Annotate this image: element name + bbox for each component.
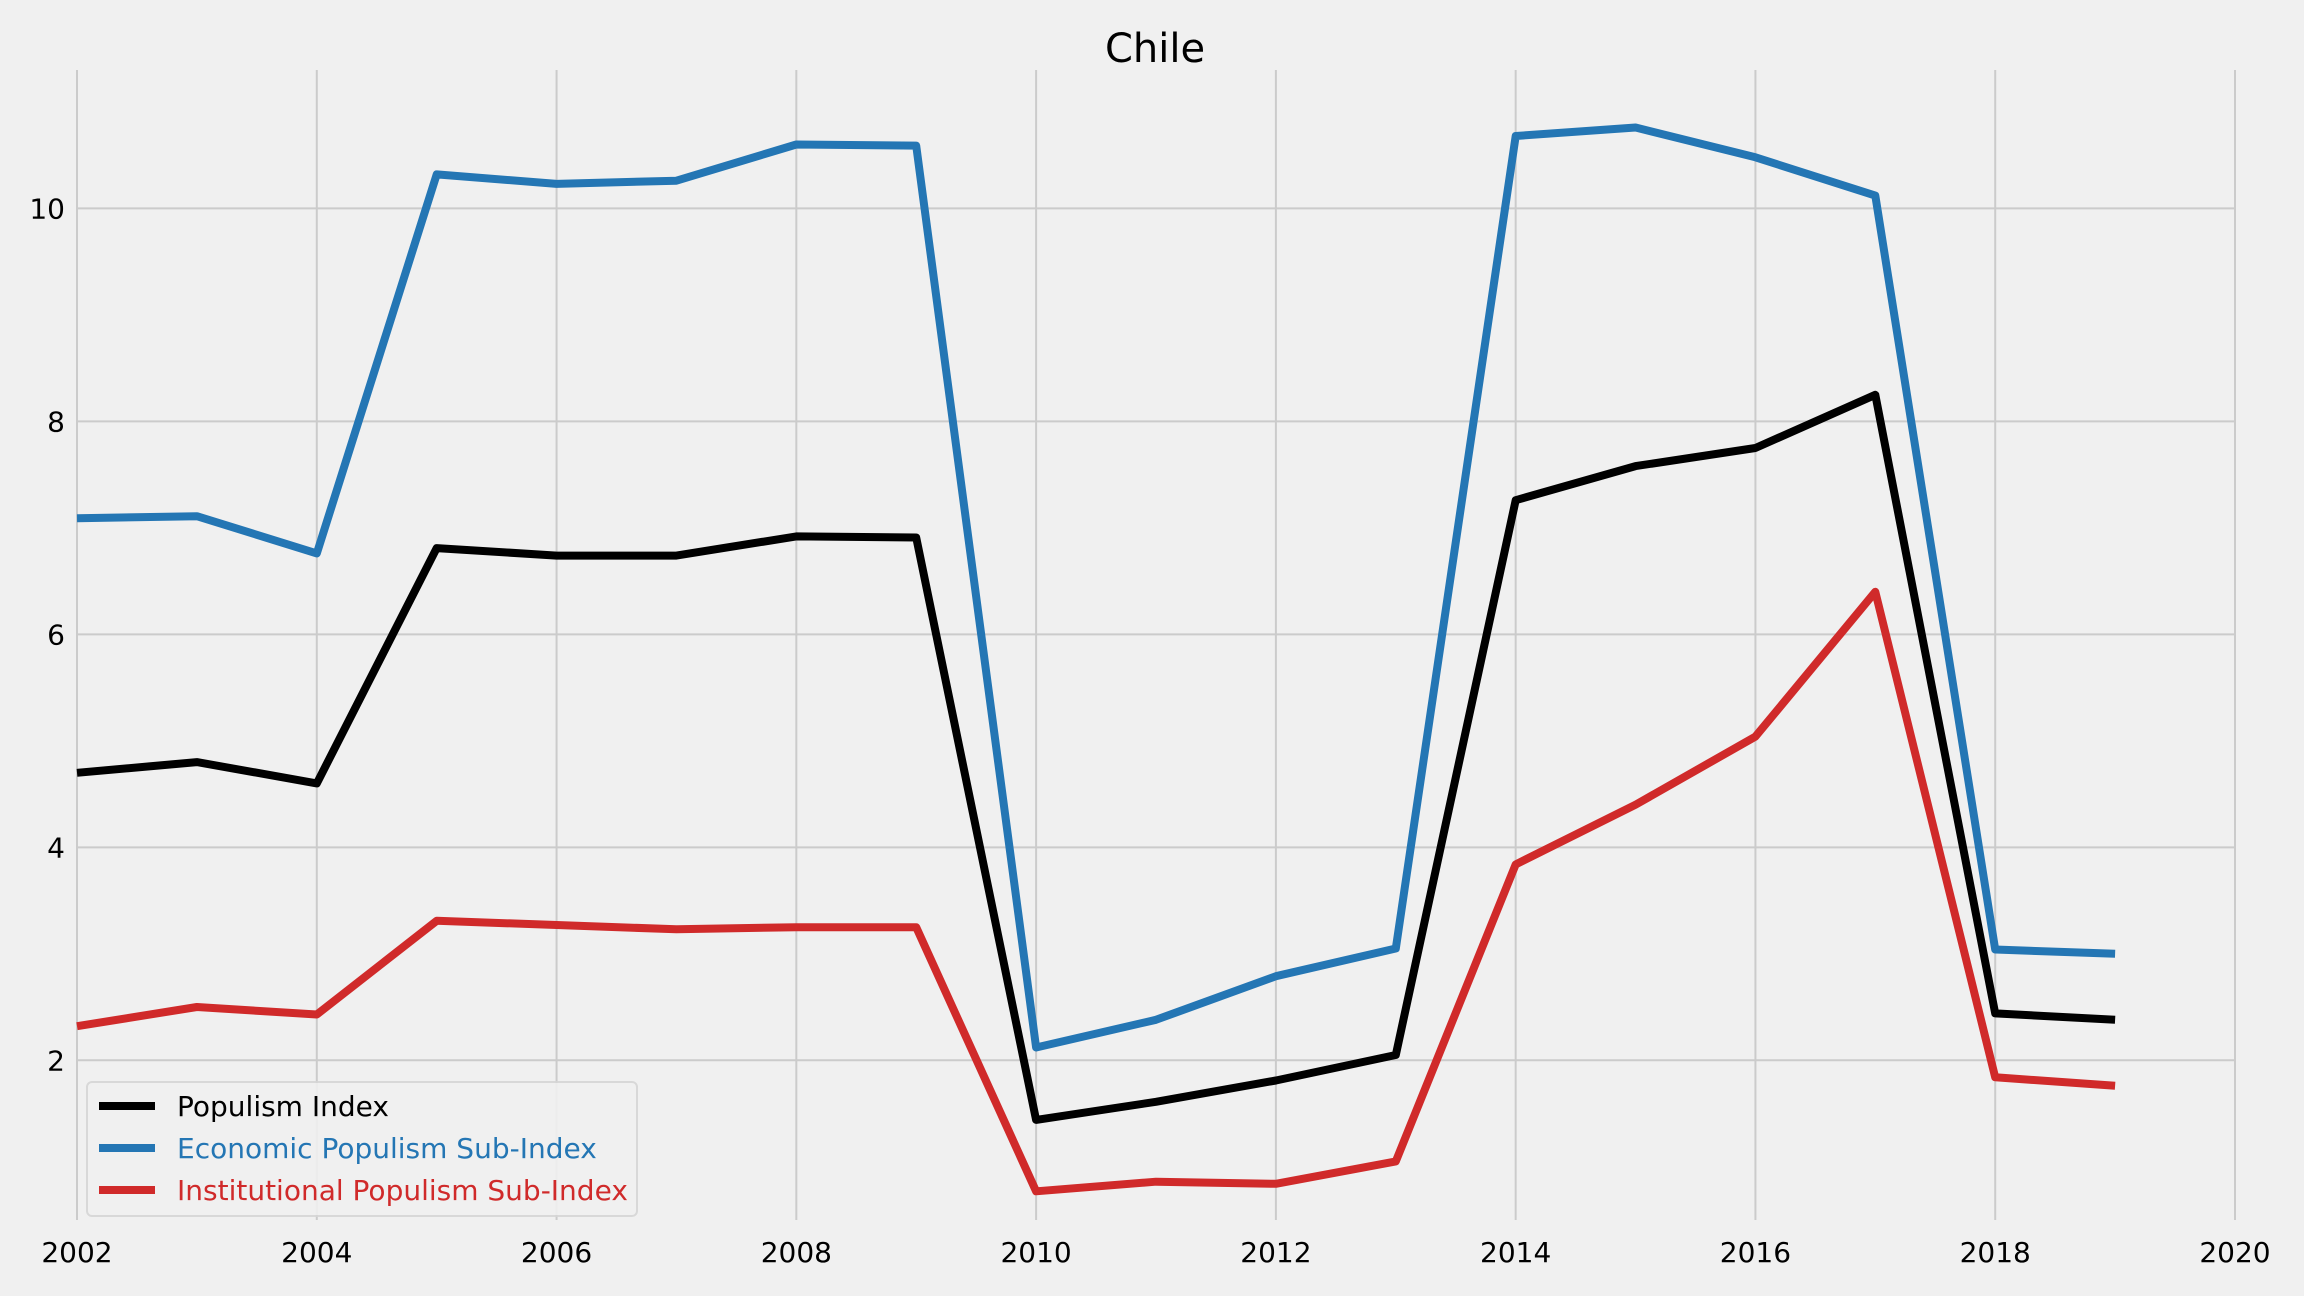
x-tick-label: 2018 [1960, 1236, 2031, 1269]
y-tick-label: 4 [47, 831, 65, 864]
x-axis-ticks: 2002 2004 2006 2008 2010 2012 2014 2016 2018 2020 [41, 1236, 2270, 1269]
series-line-1 [76, 123, 2116, 1052]
y-tick-label: 2 [47, 1044, 65, 1077]
x-tick-label: 2014 [1480, 1236, 1551, 1269]
y-tick-label: 8 [47, 405, 65, 438]
x-tick-label: 2012 [1240, 1236, 1311, 1269]
x-tick-label: 2020 [2199, 1236, 2270, 1269]
series-line-2 [76, 587, 2116, 1196]
x-tick-label: 2006 [521, 1236, 592, 1269]
series-lines [76, 123, 2116, 1196]
y-tick-label: 6 [47, 618, 65, 651]
series-line-0 [76, 390, 2116, 1124]
grid-lines [76, 70, 2236, 1220]
y-axis-ticks: 2 4 6 8 10 [29, 192, 65, 1077]
chart-title: Chile [1105, 26, 1205, 72]
legend-label: Populism Index [177, 1090, 389, 1123]
legend: Populism Index Economic Populism Sub-Inde… [86, 1081, 638, 1217]
x-tick-label: 2016 [1720, 1236, 1791, 1269]
x-tick-label: 2008 [761, 1236, 832, 1269]
x-tick-label: 2004 [281, 1236, 352, 1269]
x-tick-label: 2010 [1000, 1236, 1071, 1269]
legend-label: Economic Populism Sub-Index [177, 1132, 597, 1165]
legend-label: Institutional Populism Sub-Index [177, 1174, 628, 1207]
legend-box [86, 1081, 638, 1217]
y-tick-label: 10 [29, 192, 65, 225]
x-tick-label: 2002 [41, 1236, 112, 1269]
